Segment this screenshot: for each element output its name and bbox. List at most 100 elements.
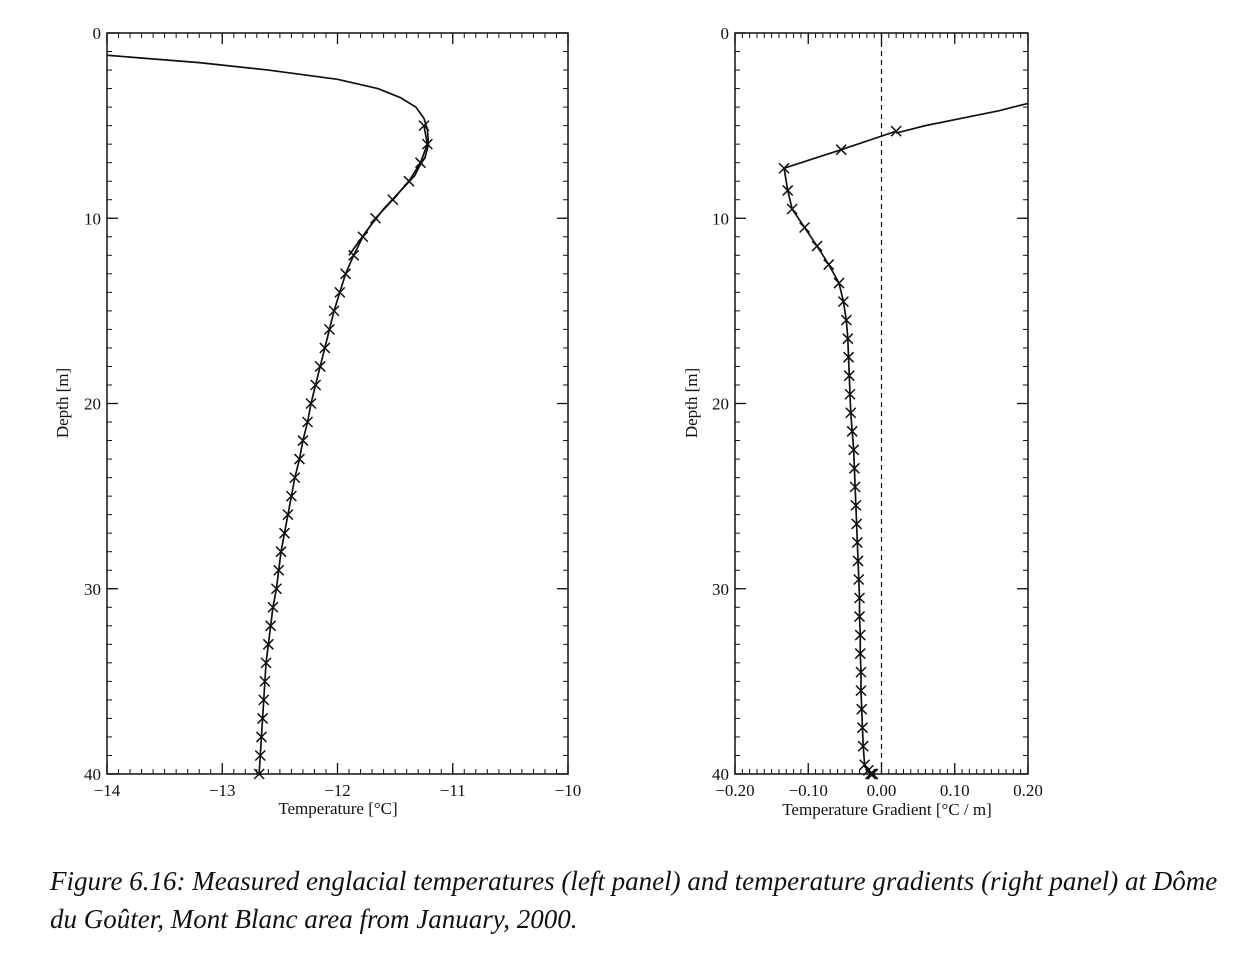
left-series-line-1 — [258, 125, 429, 775]
right-data-point — [851, 536, 863, 548]
right-x-tick-label: −0.20 — [715, 781, 754, 800]
left-data-point — [259, 675, 271, 687]
right-data-point — [848, 462, 860, 474]
right-y-tick-label: 0 — [721, 24, 730, 43]
left-data-point — [282, 509, 294, 521]
right-y-tick-label: 30 — [712, 580, 729, 599]
left-plot-frame — [106, 32, 569, 775]
left-data-point — [319, 342, 331, 354]
right-series-line-0 — [895, 102, 1029, 134]
right-data-point — [855, 666, 867, 678]
right-data-point — [778, 162, 790, 174]
left-data-point — [340, 268, 352, 280]
left-x-axis-label: Temperature [°C] — [278, 799, 397, 818]
right-x-tick-label: −0.10 — [789, 781, 828, 800]
right-y-tick-label: 10 — [712, 209, 729, 228]
right-x-tick-label: 0.10 — [940, 781, 970, 800]
left-y-axis-label: Depth [m] — [53, 368, 72, 438]
figure: −14 −13 −12 −11 −10 0 10 20 30 40 Temperature [°C… — [53, 24, 1043, 819]
left-tick-labels: −14 −13 −12 −11 −10 0 10 20 30 40 — [84, 24, 581, 800]
left-data-point — [253, 768, 265, 780]
right-data-point — [843, 351, 855, 363]
right-panel: −0.20 −0.10 0.00 0.10 0.20 0 10 20 30 40 Temperat… — [682, 24, 1043, 819]
right-data-point — [856, 703, 868, 715]
left-data-point — [328, 305, 340, 317]
right-y-tick-label: 40 — [712, 765, 729, 784]
left-y-tick-label: 20 — [84, 395, 101, 414]
right-x-tick-label: 0.00 — [867, 781, 897, 800]
right-data-point — [848, 444, 860, 456]
right-data-point — [859, 759, 871, 771]
left-data-point — [418, 120, 430, 132]
right-data-point — [854, 648, 866, 660]
right-data-point — [851, 518, 863, 530]
left-data-point — [387, 194, 399, 206]
right-data-point — [782, 184, 794, 196]
right-y-tick-label: 20 — [712, 395, 729, 414]
right-data-point — [786, 203, 798, 215]
right-data-point — [835, 144, 847, 156]
left-data-point — [255, 731, 267, 743]
left-data-point — [265, 620, 277, 632]
left-data-point — [297, 435, 309, 447]
right-data-point — [845, 407, 857, 419]
left-data-point — [258, 694, 270, 706]
right-data-point — [864, 768, 877, 780]
right-data-point — [852, 555, 864, 567]
left-y-tick-label: 10 — [84, 209, 101, 228]
right-data-point — [840, 314, 852, 326]
right-data-point — [842, 333, 854, 345]
left-data-point — [414, 157, 427, 169]
right-tick-labels: −0.20 −0.10 0.00 0.10 0.20 0 10 20 30 40 — [712, 24, 1043, 800]
left-data-point — [403, 175, 415, 187]
left-data-point — [275, 546, 287, 558]
left-series-line-0 — [106, 54, 430, 256]
left-panel: −14 −13 −12 −11 −10 0 10 20 30 40 Temperature [°C… — [53, 24, 581, 818]
left-data-point — [257, 712, 269, 724]
left-x-tick-label: −11 — [440, 781, 466, 800]
right-y-axis-label: Depth [m] — [682, 368, 701, 438]
right-series-line-1 — [783, 130, 897, 775]
left-data-point — [305, 397, 317, 410]
left-series — [106, 54, 433, 780]
right-data-point — [853, 592, 866, 604]
right-data-point — [843, 370, 855, 382]
right-data-point — [849, 481, 861, 493]
left-data-point — [262, 638, 274, 650]
right-data-point — [850, 499, 862, 511]
left-data-point — [278, 527, 291, 539]
left-y-tick-label: 0 — [93, 24, 102, 43]
left-data-point — [370, 212, 382, 224]
right-data-point — [853, 611, 866, 623]
right-data-point — [853, 573, 865, 586]
left-data-point — [270, 583, 282, 595]
right-data-point — [811, 240, 823, 252]
left-data-point — [323, 323, 335, 335]
left-data-point — [348, 249, 360, 261]
left-data-point — [310, 379, 322, 391]
right-data-point — [854, 629, 866, 641]
right-data-point — [844, 388, 856, 400]
right-data-point — [823, 259, 835, 271]
right-x-axis-label: Temperature Gradient [°C / m] — [782, 800, 992, 819]
left-data-point — [334, 286, 346, 298]
right-data-point — [890, 125, 902, 137]
left-data-point — [285, 490, 297, 502]
left-data-point — [260, 657, 272, 669]
right-data-point — [856, 722, 868, 734]
right-data-point — [833, 277, 845, 289]
right-data-point — [867, 768, 879, 780]
left-x-tick-label: −14 — [94, 781, 121, 800]
left-data-point — [302, 416, 314, 428]
left-y-tick-label: 40 — [84, 765, 101, 784]
right-data-point — [855, 685, 867, 697]
left-x-tick-label: −10 — [555, 781, 582, 800]
left-data-point — [289, 472, 301, 484]
right-data-point — [799, 221, 811, 234]
right-x-tick-label: 0.20 — [1013, 781, 1043, 800]
left-data-point — [314, 360, 326, 372]
right-data-point — [837, 296, 849, 308]
left-ticks — [106, 32, 569, 775]
left-data-point — [254, 749, 266, 762]
left-x-tick-label: −13 — [209, 781, 236, 800]
